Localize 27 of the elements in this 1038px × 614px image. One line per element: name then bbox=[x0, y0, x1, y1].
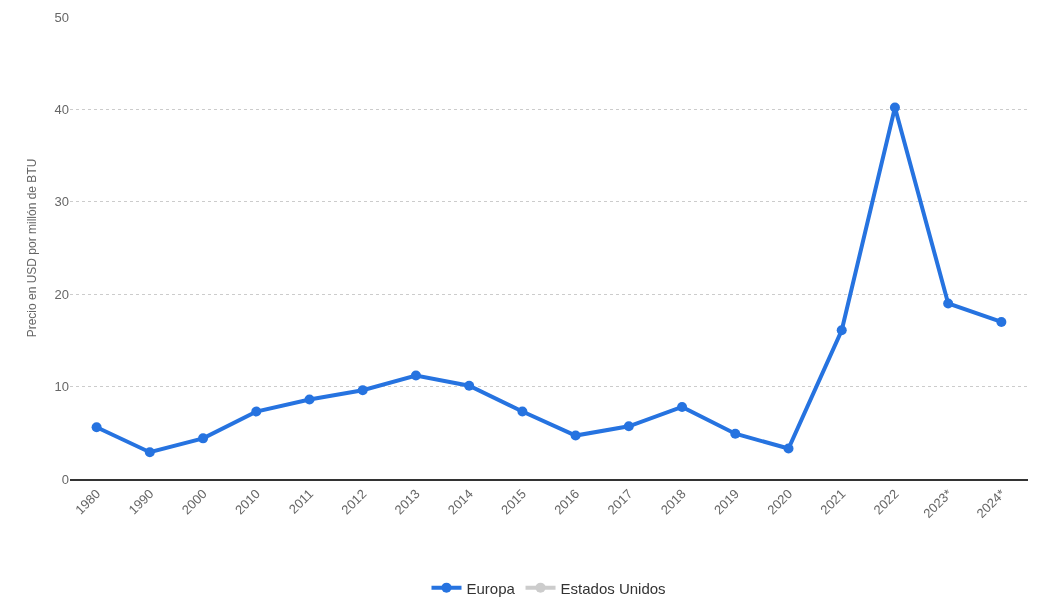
y-tick-label: 0 bbox=[61, 471, 69, 487]
y-tick-label: 30 bbox=[54, 194, 69, 210]
point bbox=[889, 102, 900, 113]
legend-label: Europa bbox=[466, 579, 516, 597]
y-tick-label: 20 bbox=[54, 286, 69, 302]
point bbox=[836, 325, 847, 336]
point bbox=[677, 401, 688, 412]
point bbox=[570, 430, 581, 441]
point bbox=[996, 316, 1007, 327]
point bbox=[517, 406, 528, 417]
point bbox=[783, 443, 794, 454]
point bbox=[251, 406, 262, 417]
point bbox=[304, 394, 315, 405]
point bbox=[91, 422, 102, 433]
y-tick-label: 10 bbox=[54, 379, 69, 395]
point bbox=[357, 385, 368, 396]
point bbox=[623, 421, 634, 432]
y-tick-label: 50 bbox=[54, 9, 69, 25]
point bbox=[144, 447, 155, 458]
y-tick-label: 40 bbox=[54, 101, 69, 117]
point bbox=[410, 370, 421, 381]
point bbox=[464, 380, 475, 391]
y-axis-title: Precio en USD por millón de BTU bbox=[24, 158, 39, 338]
point bbox=[943, 298, 954, 309]
point bbox=[730, 428, 741, 439]
legend-label: Estados Unidos bbox=[560, 579, 666, 597]
point bbox=[198, 433, 209, 444]
